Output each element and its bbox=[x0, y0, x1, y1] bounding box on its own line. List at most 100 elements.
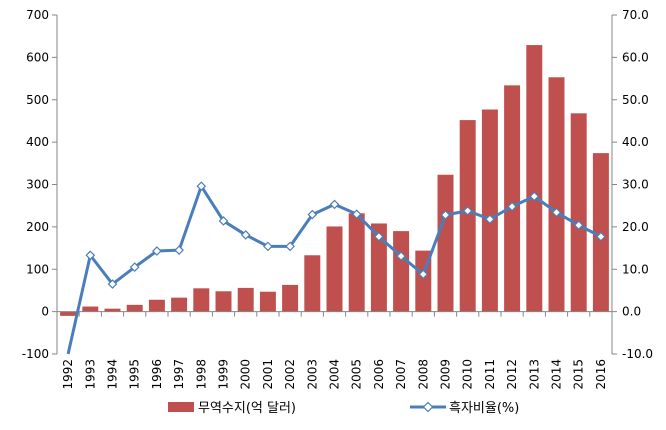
right-y-tick-label: 40.0 bbox=[622, 135, 649, 149]
bar-1996 bbox=[148, 299, 165, 312]
ratio-point-1997 bbox=[174, 245, 184, 256]
x-tick-label: 2001 bbox=[261, 359, 275, 390]
ratio-point-2014 bbox=[551, 207, 562, 218]
ratio-point-2015 bbox=[573, 220, 584, 231]
left-y-tick-label: 400 bbox=[26, 135, 49, 149]
x-tick-label: 1993 bbox=[83, 359, 97, 390]
bar-1993 bbox=[82, 306, 99, 312]
ratio-point-2008 bbox=[418, 269, 429, 280]
bar-2011 bbox=[481, 109, 498, 312]
x-tick-label: 2003 bbox=[305, 359, 319, 390]
left-y-tick-label: 600 bbox=[26, 50, 49, 64]
x-tick-label: 2015 bbox=[572, 359, 586, 390]
right-y-tick-label: 50.0 bbox=[622, 93, 649, 107]
x-tick-label: 2013 bbox=[527, 359, 541, 390]
line-series bbox=[66, 181, 606, 355]
x-tick-label: 2012 bbox=[505, 359, 519, 390]
x-tick-label: 1996 bbox=[150, 359, 164, 390]
bar-1999 bbox=[215, 291, 232, 312]
legend-line-marker bbox=[422, 401, 434, 413]
ratio-point-1993 bbox=[85, 250, 96, 261]
x-tick-label: 2004 bbox=[328, 359, 342, 390]
x-tick-label: 1992 bbox=[61, 359, 75, 390]
bar-2007 bbox=[393, 231, 410, 312]
x-tick-label: 1994 bbox=[106, 359, 120, 390]
left-y-tick-label: 200 bbox=[26, 220, 49, 234]
ratio-point-1998 bbox=[196, 181, 207, 192]
ratio-point-2010 bbox=[462, 205, 473, 216]
x-tick-label: 2016 bbox=[594, 359, 608, 390]
ratio-point-1996 bbox=[152, 246, 162, 256]
x-tick-label: 2000 bbox=[239, 359, 253, 390]
bar-2002 bbox=[282, 284, 299, 312]
right-y-tick-label: 60.0 bbox=[622, 50, 649, 64]
right-y-tick-label: 10.0 bbox=[622, 262, 649, 276]
left-y-tick-label: 700 bbox=[26, 8, 49, 22]
ratio-point-2002 bbox=[285, 241, 295, 252]
bar-2015 bbox=[570, 113, 587, 312]
right-y-tick-label: 0.0 bbox=[622, 305, 641, 319]
x-tick-label: 2008 bbox=[416, 359, 430, 390]
left-y-tick-labels: -100 0 100 200 300 400 500 600 700 bbox=[22, 8, 49, 361]
right-y-tick-label: 70.0 bbox=[622, 8, 649, 22]
x-tick-label: 2005 bbox=[350, 359, 364, 390]
left-y-tick-label: 0 bbox=[41, 305, 49, 319]
bar-2012 bbox=[504, 85, 521, 312]
bar-2013 bbox=[526, 45, 543, 312]
x-tick-label: 2010 bbox=[461, 359, 475, 390]
ratio-point-2016 bbox=[596, 231, 606, 242]
ratio-point-2009 bbox=[440, 210, 451, 220]
bar-1994 bbox=[104, 308, 121, 312]
legend-bar-label: 무역수지(억 달러) bbox=[198, 401, 296, 416]
legend-line-label: 흑자비율(%) bbox=[449, 401, 519, 416]
bar-2003 bbox=[304, 255, 321, 312]
x-tick-label: 2002 bbox=[283, 359, 297, 390]
ratio-point-1994 bbox=[107, 279, 118, 289]
x-tick-labels: 1992 1993 1994 1995 1996 1997 1998 1999 2000 2001… bbox=[61, 359, 608, 390]
right-y-tick-label: 30.0 bbox=[622, 178, 649, 192]
right-y-tick-label: -10.0 bbox=[622, 347, 653, 361]
ratio-point-2012 bbox=[507, 201, 517, 212]
x-tick-label: 1998 bbox=[194, 359, 208, 390]
bar-1995 bbox=[126, 304, 143, 312]
bar-2005 bbox=[348, 213, 365, 312]
x-tick-label: 1995 bbox=[128, 359, 142, 390]
legend-bar-swatch bbox=[168, 402, 194, 412]
x-tick-label: 2007 bbox=[394, 359, 408, 390]
bar-series bbox=[60, 45, 609, 316]
ratio-point-1999 bbox=[218, 216, 229, 226]
x-tick-label: 2011 bbox=[483, 359, 497, 390]
bar-1992 bbox=[60, 311, 77, 316]
ratio-point-2005 bbox=[351, 209, 362, 220]
x-tick-label: 1997 bbox=[172, 359, 186, 390]
bar-1998 bbox=[193, 288, 210, 312]
ratio-point-2007 bbox=[396, 251, 406, 261]
x-tick-label: 2014 bbox=[550, 359, 564, 390]
ratio-point-2004 bbox=[329, 199, 340, 210]
right-y-tick-label: 20.0 bbox=[622, 220, 649, 234]
bar-2001 bbox=[259, 291, 276, 312]
legend: 무역수지(억 달러) 흑자비율(%) bbox=[168, 401, 519, 416]
bar-2009 bbox=[437, 174, 454, 312]
left-y-tick-label: 500 bbox=[26, 93, 49, 107]
axes bbox=[52, 14, 617, 355]
x-tick-label: 2009 bbox=[439, 359, 453, 390]
ratio-point-2011 bbox=[485, 214, 495, 225]
x-tick-label: 1999 bbox=[217, 359, 231, 390]
left-y-tick-label: -100 bbox=[22, 347, 49, 361]
ratio-point-1995 bbox=[129, 262, 140, 272]
bar-2006 bbox=[370, 223, 387, 312]
x-tick-label: 2006 bbox=[372, 359, 386, 390]
ratio-point-2003 bbox=[307, 209, 318, 220]
bar-2010 bbox=[459, 120, 476, 312]
right-y-tick-labels: -10.0 0.0 10.0 20.0 30.0 40.0 50.0 60.0 70.0 bbox=[622, 8, 653, 361]
bar-2014 bbox=[548, 77, 565, 312]
ratio-point-2006 bbox=[374, 231, 384, 242]
bar-1997 bbox=[171, 297, 188, 312]
ratio-point-2013 bbox=[529, 191, 540, 202]
left-y-tick-label: 100 bbox=[26, 262, 49, 276]
ratio-point-2001 bbox=[263, 241, 273, 252]
left-y-tick-label: 300 bbox=[26, 178, 49, 192]
bar-2000 bbox=[237, 287, 254, 312]
